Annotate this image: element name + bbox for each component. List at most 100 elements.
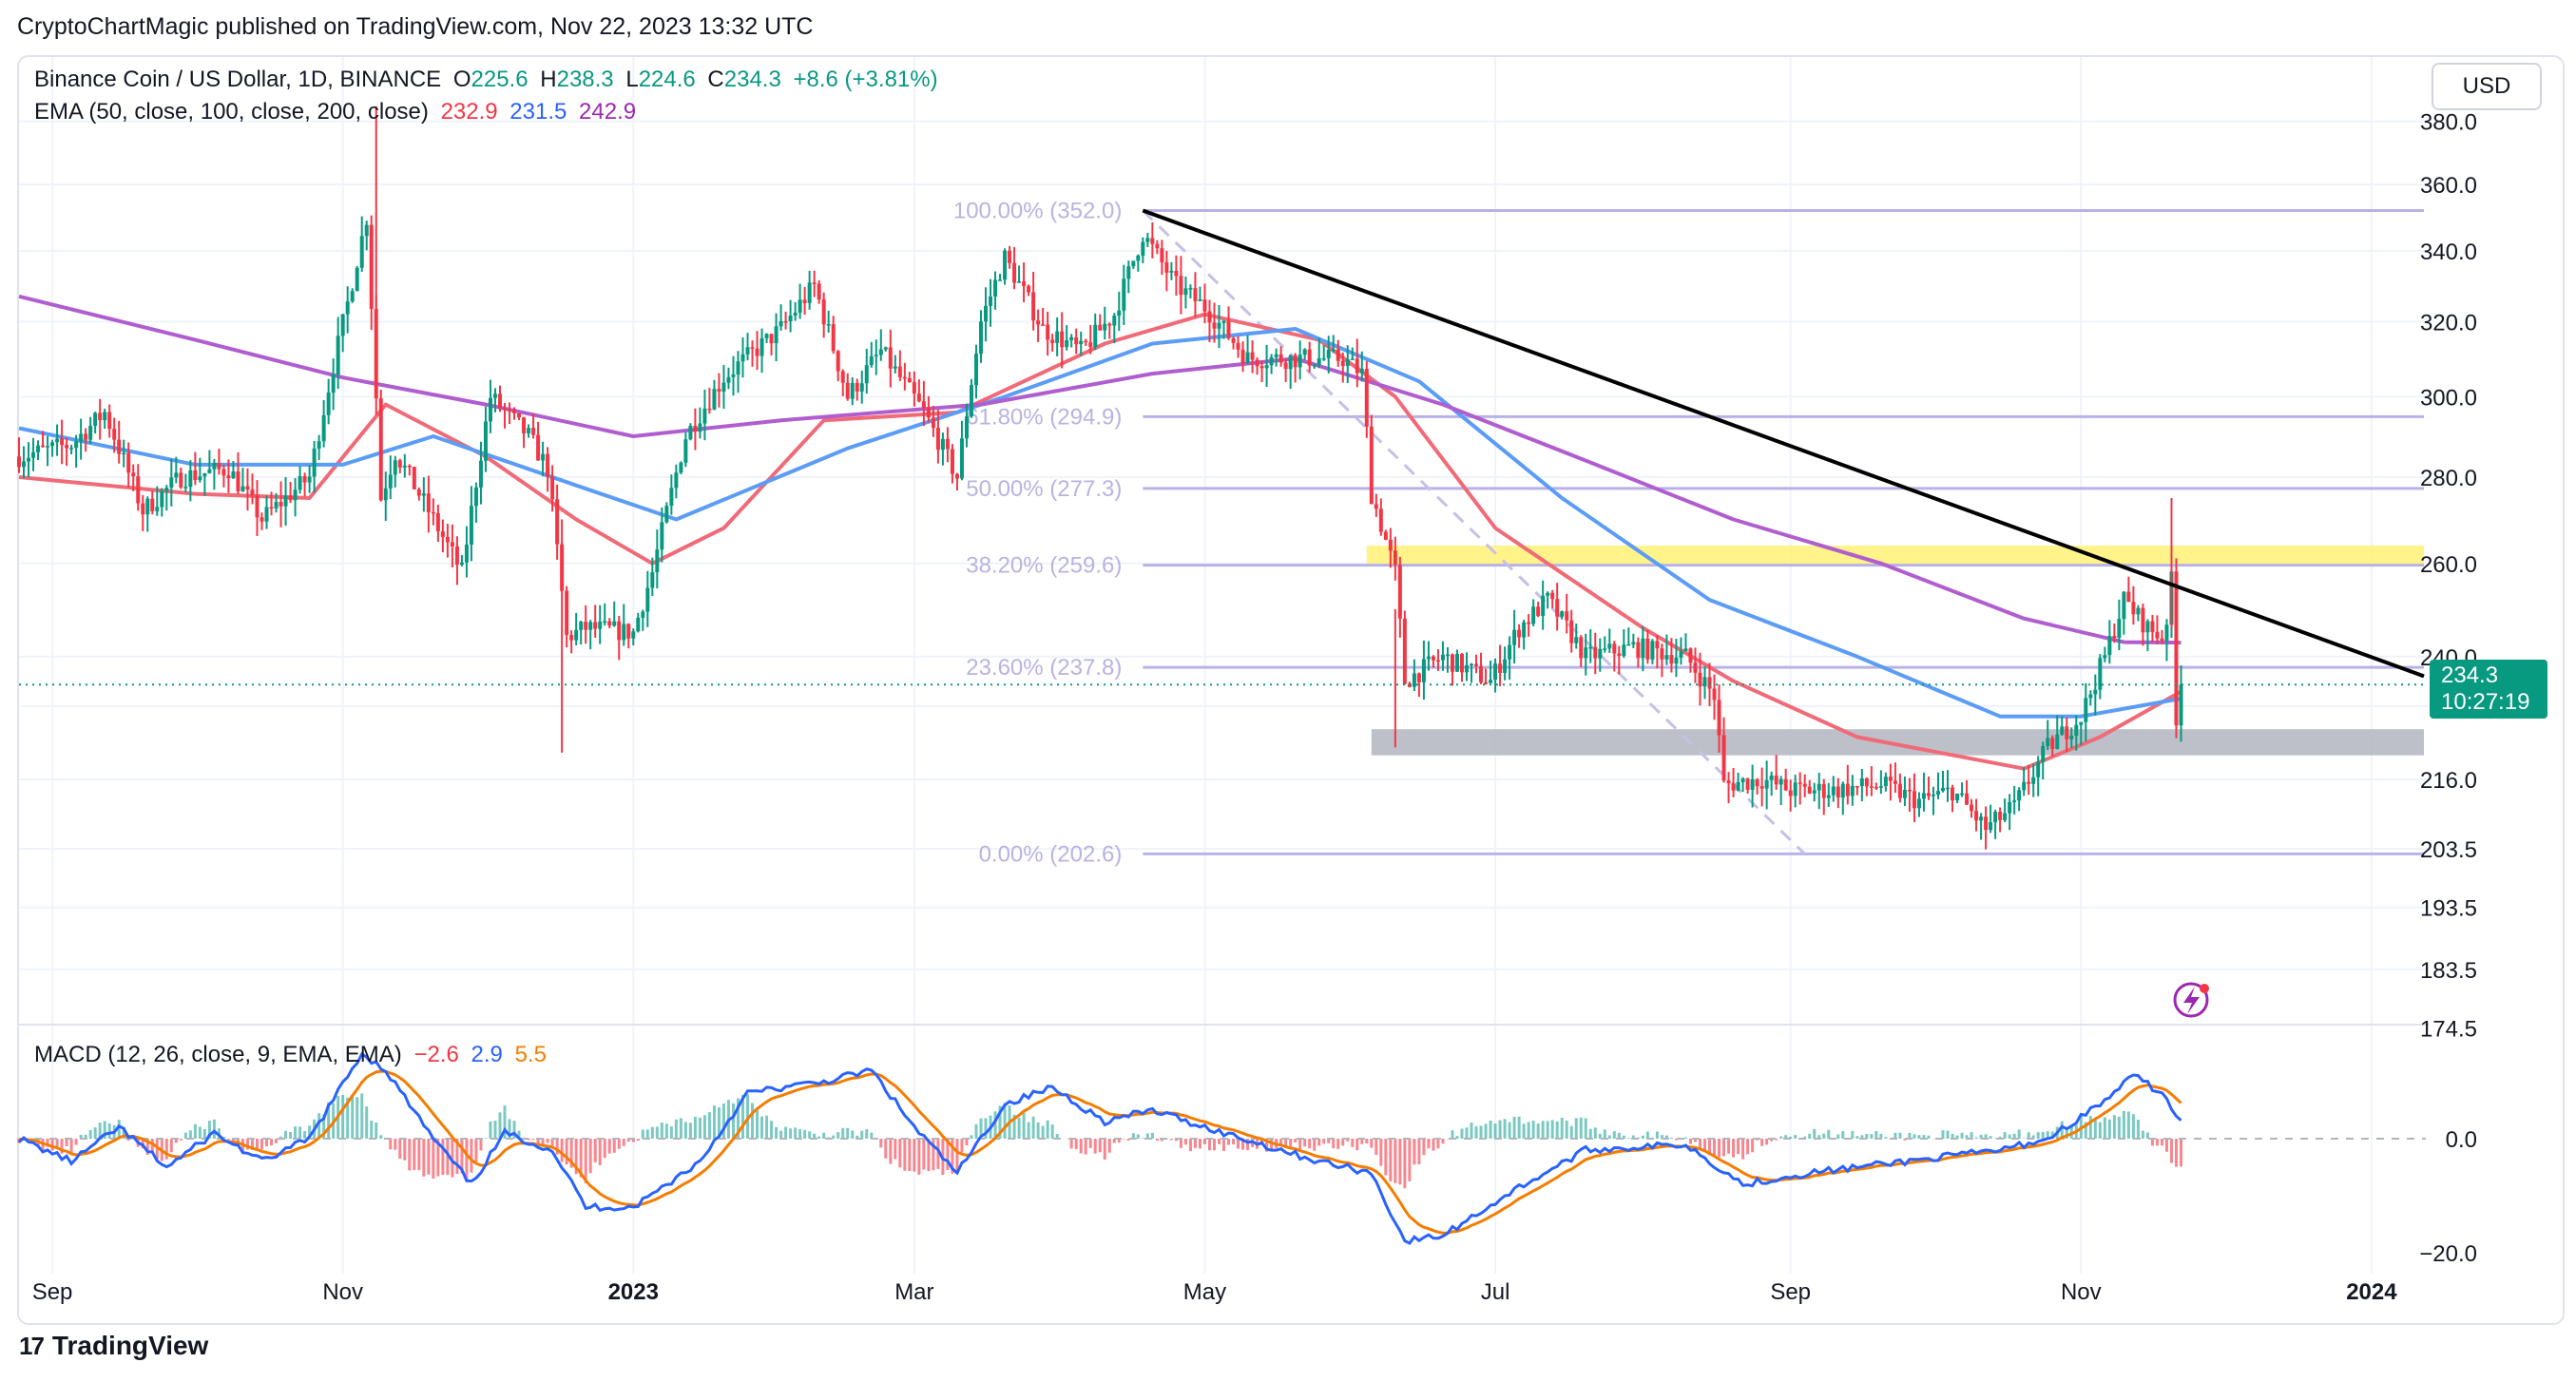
candle-body [1112, 316, 1117, 326]
candle-body [1645, 638, 1650, 660]
candle-body [1831, 786, 1836, 796]
candle-body [1150, 238, 1155, 244]
ema-legend: EMA (50, close, 100, close, 200, close) … [34, 99, 642, 125]
candle-body [1836, 786, 1840, 798]
candle-body [617, 621, 622, 641]
candle-body [1840, 783, 1845, 798]
symbol-legend: Binance Coin / US Dollar, 1D, BINANCE O2… [34, 67, 944, 93]
candle-body [445, 536, 450, 543]
candle-body [693, 425, 698, 432]
candle-body [74, 441, 79, 449]
candle-body [1970, 804, 1974, 812]
candle-body [1060, 331, 1065, 348]
candle-body [1431, 656, 1435, 661]
candle-body [1683, 648, 1688, 652]
candle-body [1426, 656, 1431, 660]
candle-body [1145, 238, 1150, 242]
candle-body [416, 489, 421, 496]
candle-body [1055, 331, 1060, 343]
candle-body [174, 472, 179, 478]
candle-body [1979, 816, 1984, 821]
macd-tick-0: 0.0 [2446, 1127, 2477, 1153]
candle-body [407, 466, 412, 468]
fib-level-label-0: 100.00% (352.0) [953, 199, 1122, 224]
candle-body [435, 512, 440, 531]
candle-body [1450, 654, 1454, 672]
candle-body [569, 635, 574, 641]
candle-body [993, 279, 998, 297]
last-price-label: 234.3 10:27:19 [2430, 660, 2547, 719]
candle-body [2103, 655, 2107, 659]
candle-body [1926, 793, 1931, 797]
candle-body [2050, 738, 2055, 749]
candle-body [755, 348, 759, 356]
candle-body [98, 413, 103, 421]
candle-body [1845, 783, 1850, 797]
tradingview-footer[interactable]: 17 TradingView [19, 1331, 208, 1361]
candle-body [1036, 320, 1041, 325]
candle-body [1641, 638, 1645, 659]
candle-body [1302, 349, 1307, 355]
candle-body [1250, 352, 1255, 360]
candle-body [1193, 288, 1198, 301]
candle-body [745, 347, 750, 355]
fib-retracement: 100.00% (352.0) 61.80% (294.9) 50.00% (277… [953, 199, 2424, 867]
candle-body [1350, 358, 1355, 360]
candle-body [1074, 336, 1079, 345]
close-label: C [707, 67, 724, 92]
candle-body [574, 629, 579, 641]
candle-body [812, 282, 817, 284]
candle-body [498, 393, 502, 409]
candle-body [750, 347, 755, 349]
fib-level-label-4: 23.60% (237.8) [966, 655, 1122, 681]
candle-body [1255, 359, 1259, 367]
candle-body [107, 412, 112, 430]
candle-body [302, 475, 307, 483]
candle-body [912, 382, 916, 394]
macd-line [17, 1051, 2182, 1245]
candle-body [369, 224, 374, 310]
candle-body [1902, 790, 1907, 798]
close-value: 234.3 [723, 67, 781, 92]
candle-body [740, 354, 745, 362]
candle-body [1698, 672, 1702, 687]
candle-body [326, 393, 331, 415]
candle-body [669, 488, 674, 507]
candle-body [1283, 362, 1288, 370]
currency-button[interactable]: USD [2432, 63, 2542, 110]
candle-body [207, 469, 212, 473]
candle-body [2041, 746, 2046, 762]
candle-body [1617, 653, 1622, 656]
candle-body [1931, 795, 1935, 797]
fib-level-label-3: 38.20% (259.6) [966, 553, 1122, 579]
candle-body [897, 366, 902, 377]
candle-body [1607, 643, 1612, 649]
candle-body [459, 562, 464, 566]
candle-body [2122, 591, 2126, 620]
candle-body [1989, 822, 1993, 831]
candle-body [1107, 323, 1112, 326]
candle-body [973, 354, 978, 386]
candle-body [1712, 688, 1717, 701]
candle-body [1183, 288, 1188, 296]
open-label: O [452, 67, 471, 92]
candle-body [450, 542, 454, 547]
candle-body [859, 383, 864, 392]
candle-body [1131, 260, 1136, 267]
candle-body [1088, 342, 1093, 348]
candle-body [1188, 288, 1193, 290]
candle-body [179, 472, 183, 488]
candle-body [1508, 644, 1512, 660]
candle-body [921, 401, 926, 409]
candle-body [1326, 350, 1331, 358]
candle-body [1312, 364, 1317, 367]
candle-body [255, 495, 260, 518]
candle-body [1393, 550, 1397, 566]
macd-tick-1: −20.0 [2419, 1241, 2477, 1267]
alert-icon[interactable] [2173, 982, 2209, 1018]
candle-body [2098, 658, 2103, 690]
candle-body [821, 299, 826, 325]
time-tick-4: May [1183, 1279, 1226, 1305]
candle-body [2117, 619, 2122, 639]
